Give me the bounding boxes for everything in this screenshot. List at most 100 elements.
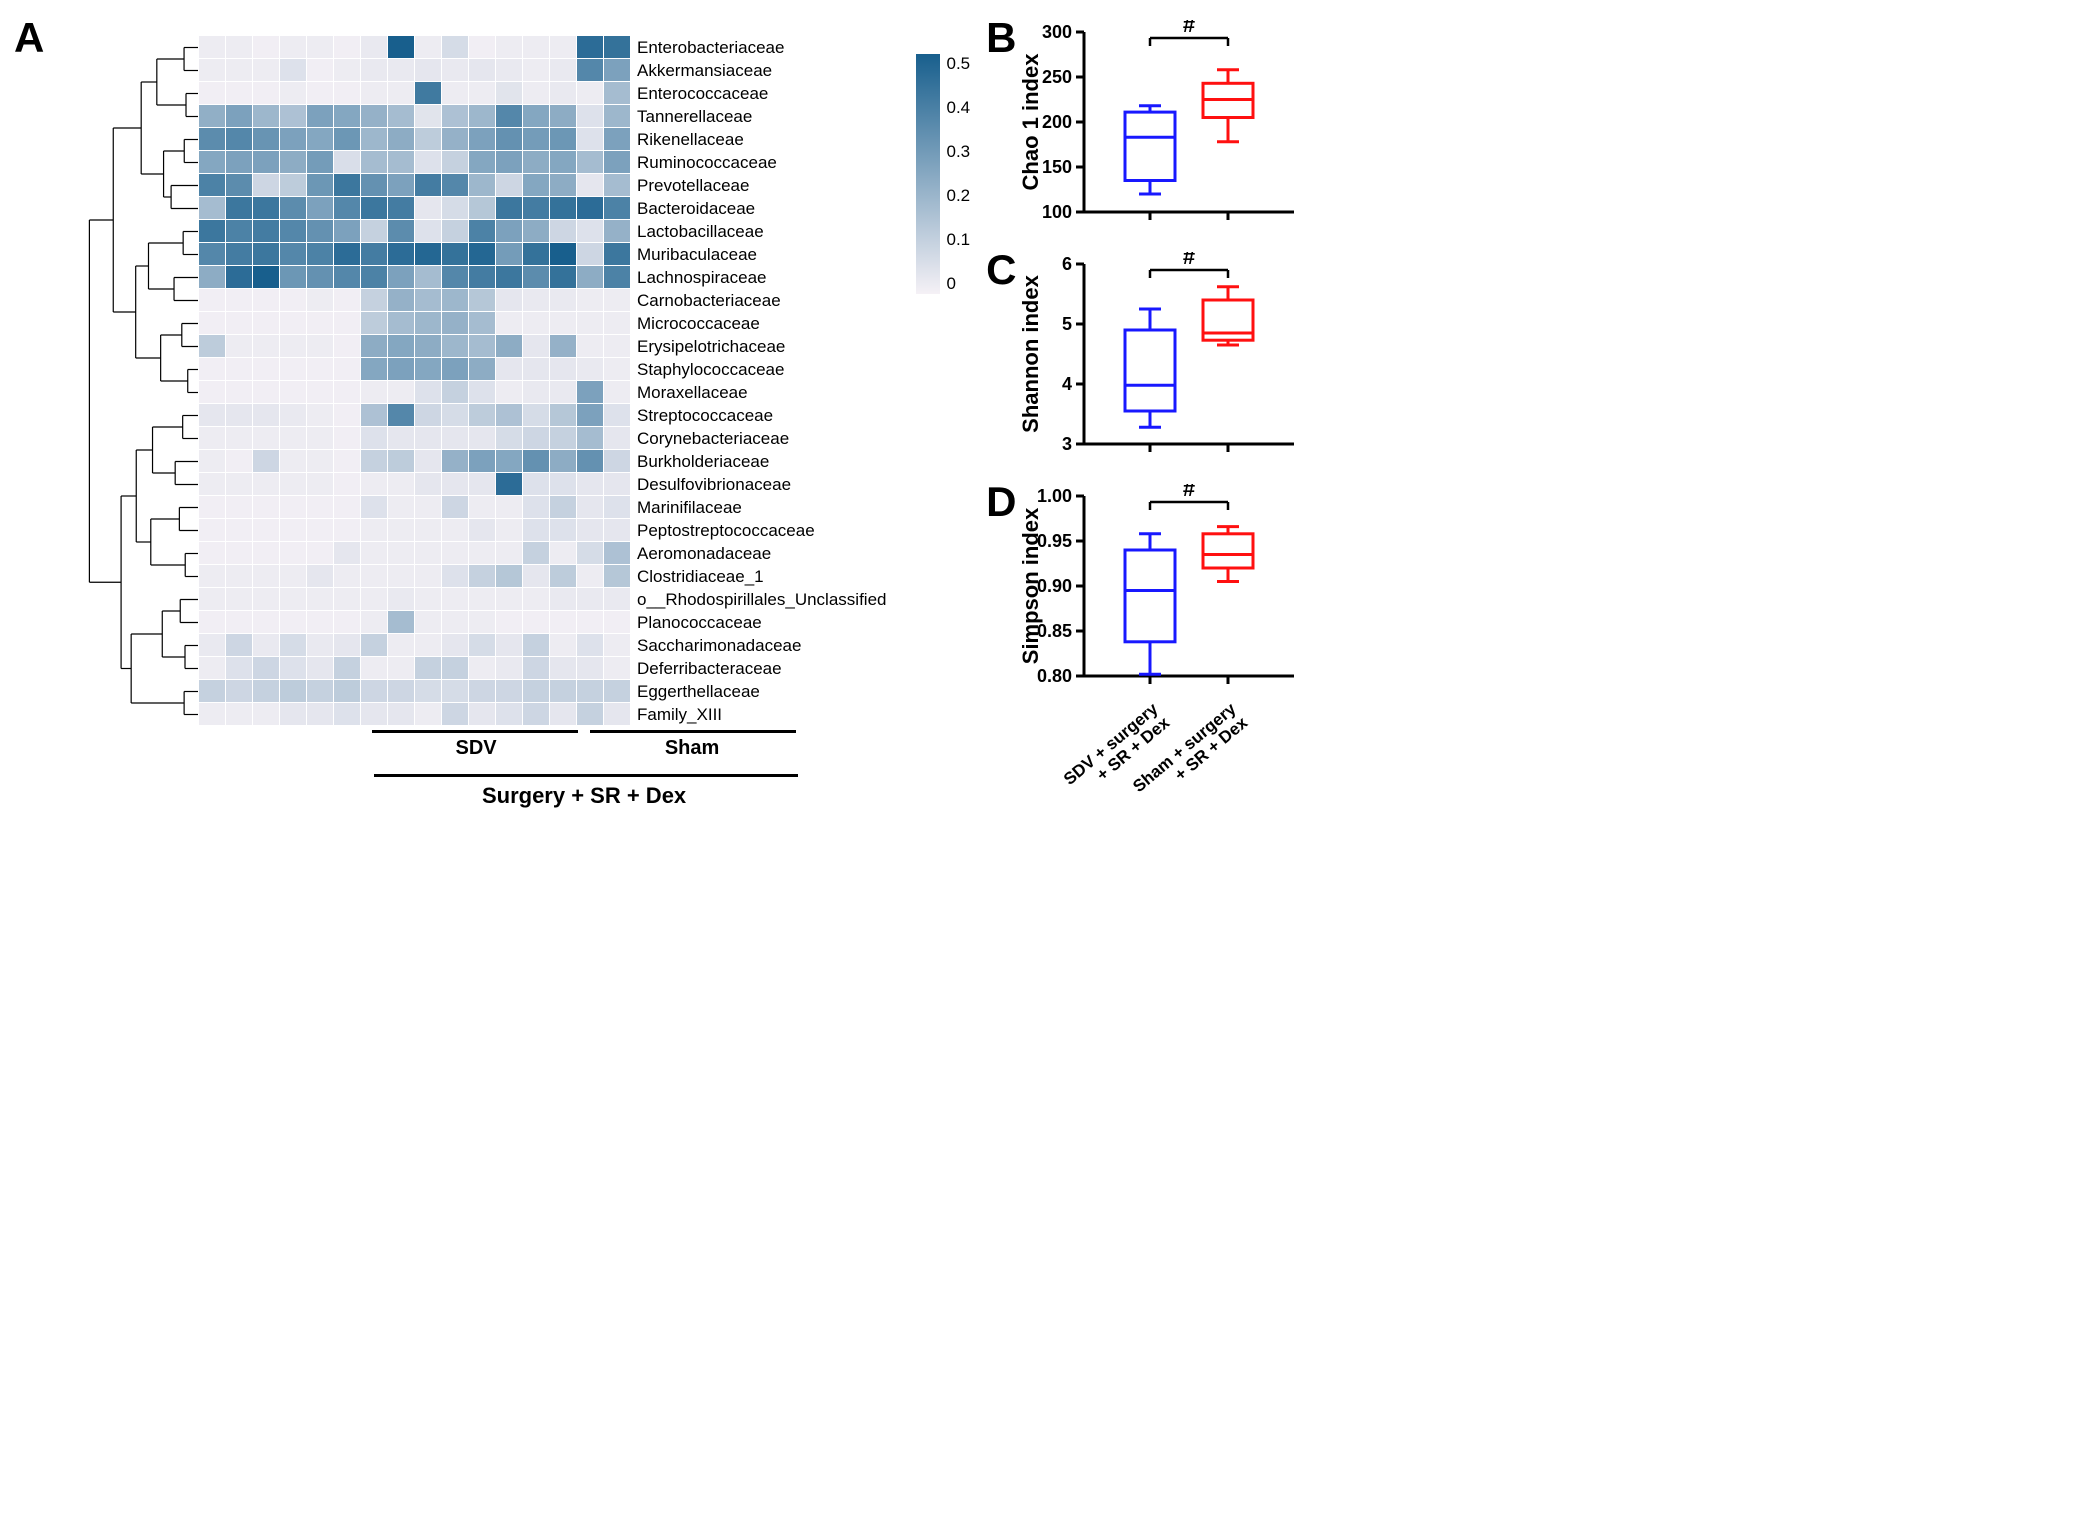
heatmap-cell (577, 174, 604, 197)
heatmap-cell (307, 335, 334, 358)
heatmap-cell (496, 381, 523, 404)
heatmap-cell (253, 473, 280, 496)
heatmap-cell (577, 496, 604, 519)
heatmap-cell (577, 657, 604, 680)
heatmap-row-label: Akkermansiaceae (637, 59, 886, 82)
heatmap-cell (442, 450, 469, 473)
heatmap-cell (442, 404, 469, 427)
heatmap-cell (361, 59, 388, 82)
heatmap-cell (226, 496, 253, 519)
heatmap-cell (469, 59, 496, 82)
heatmap-row-label: Burkholderiaceae (637, 450, 886, 473)
heatmap-cell (442, 243, 469, 266)
heatmap-cell (550, 197, 577, 220)
heatmap-cell (550, 634, 577, 657)
heatmap-cell (307, 36, 334, 59)
heatmap-row-label: Saccharimonadaceae (637, 634, 886, 657)
heatmap-cell (199, 542, 226, 565)
heatmap-cell (307, 496, 334, 519)
heatmap-cell (280, 496, 307, 519)
heatmap-cell (550, 335, 577, 358)
heatmap-row-label: o__Rhodospirillales_Unclassified (637, 588, 886, 611)
heatmap-cell (469, 220, 496, 243)
heatmap-cell (361, 312, 388, 335)
panel-c-label: C (986, 246, 1016, 294)
heatmap-cell (226, 82, 253, 105)
heatmap-row-label: Bacteroidaceae (637, 197, 886, 220)
heatmap-cell (226, 519, 253, 542)
heatmap-cell (604, 174, 631, 197)
heatmap-row-label: Desulfovibrionaceae (637, 473, 886, 496)
heatmap-cell (226, 611, 253, 634)
heatmap-cell (226, 565, 253, 588)
heatmap-cell (550, 220, 577, 243)
heatmap-cell (199, 427, 226, 450)
heatmap-cell (334, 496, 361, 519)
colorbar-tick: 0.2 (946, 186, 970, 206)
heatmap-cell (334, 680, 361, 703)
boxplot-d: 0.800.850.900.951.00#Simpson index (1020, 484, 1304, 690)
heatmap-cell (334, 59, 361, 82)
heatmap-cell (469, 427, 496, 450)
heatmap-cell (442, 588, 469, 611)
heatmap-cell (523, 542, 550, 565)
heatmap-cell (442, 519, 469, 542)
heatmap-cell (523, 243, 550, 266)
heatmap-cell (334, 404, 361, 427)
heatmap-row-label: Rikenellaceae (637, 128, 886, 151)
heatmap-cell (253, 312, 280, 335)
heatmap-cell (577, 703, 604, 726)
heatmap-cell (280, 565, 307, 588)
heatmap-cell (361, 634, 388, 657)
heatmap-cell (280, 450, 307, 473)
heatmap-cell (280, 59, 307, 82)
heatmap-cell (253, 381, 280, 404)
heatmap-cell (415, 266, 442, 289)
heatmap-cell (415, 312, 442, 335)
heatmap-cell (307, 473, 334, 496)
heatmap-cell (550, 611, 577, 634)
heatmap-cell (442, 565, 469, 588)
heatmap-cell (361, 542, 388, 565)
heatmap-cell (415, 680, 442, 703)
heatmap-cell (415, 335, 442, 358)
heatmap-cell (253, 565, 280, 588)
heatmap-cell (469, 82, 496, 105)
heatmap-row-label: Clostridiaceae_1 (637, 565, 886, 588)
heatmap-cell (523, 680, 550, 703)
heatmap-cell (550, 473, 577, 496)
heatmap-cell (253, 36, 280, 59)
heatmap-cell (280, 174, 307, 197)
svg-text:3: 3 (1062, 434, 1072, 454)
heatmap-cell (550, 381, 577, 404)
heatmap-cell (307, 680, 334, 703)
heatmap-cell (388, 381, 415, 404)
heatmap-x-axis: SDVSham Surgery + SR + Dex (198, 726, 970, 809)
heatmap-cell (415, 128, 442, 151)
heatmap-cell (334, 657, 361, 680)
heatmap-row-label: Prevotellaceae (637, 174, 886, 197)
heatmap-cell (307, 588, 334, 611)
heatmap-cell (280, 220, 307, 243)
heatmap-cell (253, 151, 280, 174)
heatmap-cell (469, 588, 496, 611)
heatmap-cell (469, 312, 496, 335)
heatmap-cell (415, 36, 442, 59)
heatmap-cell (253, 128, 280, 151)
x-overall-label: Surgery + SR + Dex (482, 783, 686, 809)
heatmap-cell (496, 289, 523, 312)
heatmap-cell (199, 473, 226, 496)
panel-d: D 0.800.850.900.951.00#Simpson index SDV… (1020, 484, 1304, 814)
heatmap-row-label: Streptococcaceae (637, 404, 886, 427)
heatmap-cell (199, 519, 226, 542)
heatmap-row-label: Muribaculaceae (637, 243, 886, 266)
heatmap-cell (604, 36, 631, 59)
heatmap-cell (388, 220, 415, 243)
heatmap-cell (199, 82, 226, 105)
heatmap-cell (415, 82, 442, 105)
heatmap-cell (226, 542, 253, 565)
panel-b-label: B (986, 14, 1016, 62)
heatmap-cell (496, 542, 523, 565)
heatmap-cell (496, 197, 523, 220)
heatmap-row-label: Aeromonadaceae (637, 542, 886, 565)
